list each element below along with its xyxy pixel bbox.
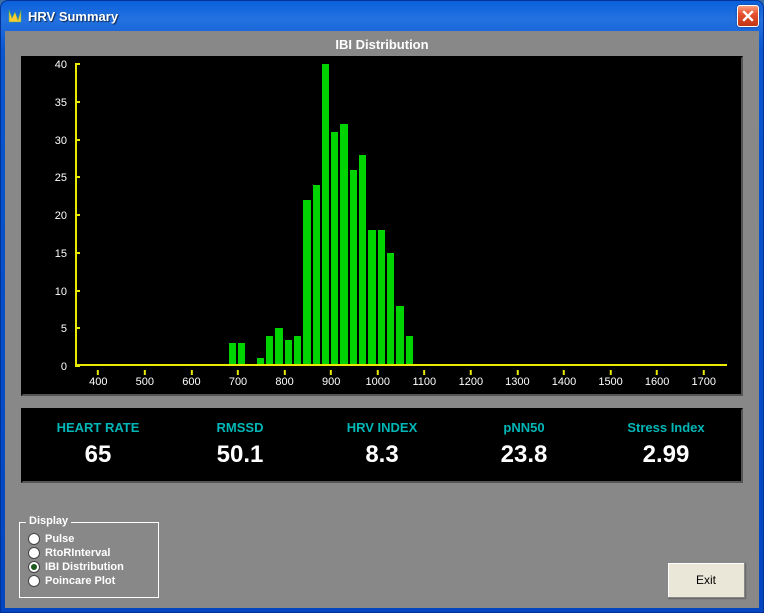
titlebar[interactable]: HRV Summary [1,1,763,31]
histogram-bar [294,336,302,364]
display-option-label: Pulse [45,533,74,545]
x-tick: 1300 [505,376,529,388]
histogram-bar [313,185,321,364]
histogram-bar [406,336,414,364]
metric-label: HRV INDEX [311,420,453,435]
metrics-panel: HEART RATE 65RMSSD 50.1HRV INDEX 8.3pNN50 23… [21,408,743,483]
x-tick: 700 [229,376,247,388]
x-tick: 1100 [412,376,436,388]
metric-label: pNN50 [453,420,595,435]
display-option-label: RtoRInterval [45,547,110,559]
display-option[interactable]: Poincare Plot [28,575,140,587]
histogram-bar [322,64,330,364]
histogram-bar [229,343,237,364]
x-tick: 1500 [598,376,622,388]
histogram-bar [275,328,283,364]
x-tick: 1600 [645,376,669,388]
x-tick: 1000 [365,376,389,388]
histogram-bar [387,253,395,364]
close-button[interactable] [737,5,759,27]
metric-value: 65 [27,441,169,469]
radio-icon [28,561,40,573]
display-option[interactable]: RtoRInterval [28,547,140,559]
display-option[interactable]: IBI Distribution [28,561,140,573]
metric-label: HEART RATE [27,420,169,435]
x-tick: 800 [275,376,293,388]
x-tick: 900 [322,376,340,388]
histogram-bar [378,230,386,364]
display-group: Display PulseRtoRIntervalIBI Distributio… [19,522,159,598]
histogram-plot: 0510152025303540400500600700800900100011… [75,64,727,366]
exit-button[interactable]: Exit [667,562,745,598]
display-option[interactable]: Pulse [28,533,140,545]
radio-icon [28,533,40,545]
metric: HEART RATE 65 [27,420,169,469]
client-area: IBI Distribution 05101520253035404005006… [5,31,759,608]
x-tick: 500 [136,376,154,388]
x-tick: 400 [89,376,107,388]
metric: RMSSD 50.1 [169,420,311,469]
histogram-bar [266,336,274,364]
window-chrome: HRV Summary IBI Distribution 05101520253… [0,0,764,613]
metric-label: Stress Index [595,420,737,435]
x-tick: 1400 [552,376,576,388]
metric-label: RMSSD [169,420,311,435]
histogram-bar [303,200,311,364]
histogram-bar [331,132,339,364]
metric: Stress Index 2.99 [595,420,737,469]
metric-value: 8.3 [311,441,453,469]
bottom-row: Display PulseRtoRIntervalIBI Distributio… [19,522,745,598]
x-tick: 600 [182,376,200,388]
x-axis [75,364,727,366]
radio-icon [28,575,40,587]
window-title: HRV Summary [28,9,737,24]
histogram-bar [396,306,404,364]
metric-value: 50.1 [169,441,311,469]
chart-title: IBI Distribution [5,31,759,56]
histogram-bar [350,170,358,364]
x-tick: 1200 [459,376,483,388]
exit-button-label: Exit [696,573,716,587]
display-option-label: IBI Distribution [45,561,124,573]
histogram-bar [238,343,246,364]
close-icon [742,10,754,22]
x-tick: 1700 [691,376,715,388]
metric: HRV INDEX 8.3 [311,420,453,469]
app-icon [7,8,23,24]
metric-value: 23.8 [453,441,595,469]
histogram-bar [368,230,376,364]
metric-value: 2.99 [595,441,737,469]
histogram-bar [257,358,265,364]
histogram-bar [340,124,348,364]
display-group-legend: Display [26,515,71,527]
histogram-bar [359,155,367,364]
chart-area: 0510152025303540400500600700800900100011… [21,56,743,396]
metric: pNN50 23.8 [453,420,595,469]
histogram-bar [285,340,293,364]
radio-icon [28,547,40,559]
display-option-label: Poincare Plot [45,575,115,587]
